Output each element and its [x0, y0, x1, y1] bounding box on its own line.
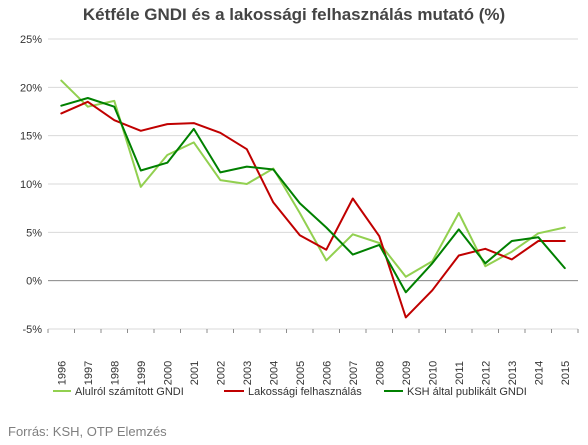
legend-label: Lakossági felhasználás: [248, 386, 362, 398]
gridlines: [48, 38, 578, 330]
x-tick-label: 2012: [480, 361, 492, 385]
x-tick-label: 1997: [83, 361, 95, 385]
x-tick-label: 2010: [427, 361, 439, 385]
x-tick-label: 2004: [268, 361, 280, 385]
y-tick-label: 0%: [26, 276, 42, 288]
x-tick-label: 2000: [162, 361, 174, 385]
y-tick-label: 5%: [26, 227, 42, 239]
x-tick-label: 1996: [56, 361, 68, 385]
source-note: Forrás: KSH, OTP Elemzés: [8, 424, 167, 439]
series-layer: [60, 79, 566, 319]
chart-title: Kétféle GNDI és a lakossági felhasználás…: [82, 5, 506, 24]
x-tick-label: 2014: [533, 361, 545, 385]
x-tick-label: 2006: [321, 361, 333, 385]
series-line-2: [60, 100, 566, 319]
x-tick-label: 2001: [189, 361, 201, 385]
x-tick-label: 2009: [401, 361, 413, 385]
y-tick-label: 25%: [20, 34, 42, 46]
legend: Alulról számított GNDI Lakossági felhaszn…: [53, 386, 527, 398]
y-tick-label: 10%: [20, 179, 42, 191]
x-tick-label: 2015: [560, 361, 572, 385]
series-line-1: [60, 79, 566, 278]
x-tick-label: 1999: [136, 361, 148, 385]
y-tick-label: -5%: [22, 324, 42, 336]
axes: 25% 20% 15% 10% 5% 0% -5% 1996 1997 1998 1999 2000 2…: [20, 34, 579, 385]
x-tick-label: 1998: [109, 361, 121, 385]
legend-label: Alulról számított GNDI: [75, 386, 184, 398]
y-tick-label: 15%: [20, 131, 42, 143]
series-line-3: [60, 97, 566, 294]
x-tick-label: 2008: [374, 361, 386, 385]
x-tick-label: 2003: [242, 361, 254, 385]
legend-label: KSH által publikált GNDI: [407, 386, 527, 398]
x-tick-label: 2005: [295, 361, 307, 385]
x-tick-label: 2007: [348, 361, 360, 385]
x-tick-label: 2002: [215, 361, 227, 385]
x-tick-label: 2013: [507, 361, 519, 385]
y-tick-label: 20%: [20, 82, 42, 94]
x-tick-label: 2011: [454, 361, 466, 385]
